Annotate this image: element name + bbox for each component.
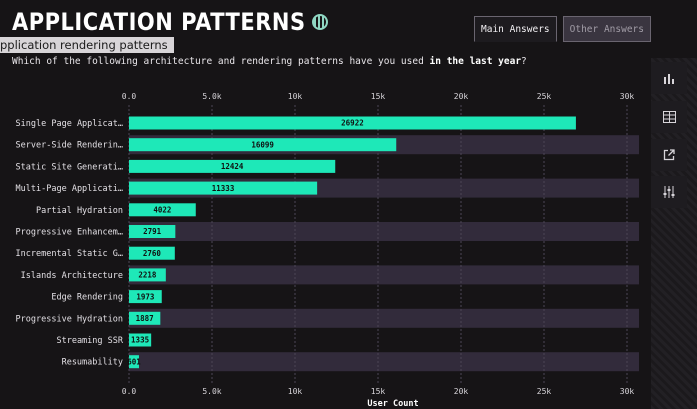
chart-toolbar	[651, 58, 697, 409]
x-tick-label-bottom: 10k	[288, 387, 303, 396]
bar[interactable]	[129, 333, 152, 347]
bar-value-label: 2760	[143, 249, 162, 258]
x-tick-label-top: 25k	[537, 92, 552, 101]
category-label: Progressive Enhancem…	[16, 228, 123, 238]
category-label: Single Page Applicat…	[16, 119, 123, 129]
bar[interactable]	[129, 311, 161, 325]
x-axis-title: User Count	[367, 399, 418, 409]
bar[interactable]	[129, 116, 576, 130]
question-suffix: ?	[521, 56, 527, 67]
sliders-icon	[663, 186, 675, 198]
bar-track	[129, 352, 639, 372]
export-button[interactable]	[651, 139, 687, 171]
bar-value-label: 26922	[341, 119, 364, 128]
bar[interactable]	[129, 290, 162, 304]
x-tick-label-top: 20k	[454, 92, 469, 101]
category-label: Multi-Page Applicati…	[16, 184, 123, 194]
category-label: Server-Side Renderin…	[16, 141, 123, 151]
bar-value-label: 12424	[221, 162, 244, 171]
table-icon	[662, 111, 676, 123]
bar-value-label: 1887	[136, 314, 154, 323]
x-tick-label-bottom: 15k	[371, 387, 386, 396]
bar-track	[129, 308, 639, 328]
bar-chart: 0.0 0.0 5.0k 5.0k 10k 10k 15k 15k 20k 20k 25k 25k 30…	[16, 92, 639, 409]
bar-track	[129, 222, 639, 241]
bar[interactable]	[129, 225, 176, 238]
category-label: Static Site Generati…	[16, 162, 123, 172]
x-tick-label-top: 5.0k	[202, 92, 221, 101]
external-link-icon	[663, 149, 675, 161]
bar[interactable]	[129, 246, 175, 260]
table-button[interactable]	[651, 101, 687, 133]
bar[interactable]	[129, 203, 196, 217]
target-icon	[311, 14, 328, 30]
bar-value-label: 1335	[131, 336, 149, 345]
x-tick-label-bottom: 0.0	[122, 387, 137, 396]
tab-main-answers[interactable]: Main Answers	[474, 16, 557, 42]
category-label: Progressive Hydration	[16, 314, 123, 324]
bar-value-label: 2218	[138, 271, 157, 280]
bar-value-label: 2791	[143, 227, 162, 236]
bar[interactable]	[129, 159, 336, 173]
question-emphasis: in the last year	[429, 56, 522, 67]
category-label: Incremental Static G…	[16, 249, 123, 259]
x-tick-label-bottom: 25k	[537, 387, 552, 396]
bar-value-label: 601	[127, 357, 141, 366]
tab-other-answers[interactable]: Other Answers	[562, 16, 651, 42]
category-label: Partial Hydration	[36, 206, 123, 216]
bar-value-label: 1973	[136, 292, 155, 301]
category-label: Edge Rendering	[51, 293, 123, 303]
bar[interactable]	[129, 181, 318, 195]
bar[interactable]	[129, 268, 166, 282]
x-tick-label-bottom: 5.0k	[202, 387, 221, 396]
bar-track	[129, 265, 639, 285]
bar[interactable]	[129, 138, 397, 152]
x-tick-label-bottom: 20k	[454, 387, 469, 396]
answer-tabs: Main Answers Other Answers	[474, 16, 651, 42]
bar-value-label: 4022	[153, 206, 171, 215]
header: APPLICATION PATTERNS	[12, 8, 328, 36]
x-tick-label-top: 15k	[371, 92, 386, 101]
page-title: APPLICATION PATTERNS	[12, 8, 306, 36]
bar-value-label: 16099	[251, 140, 274, 149]
bar-chart-button[interactable]	[651, 62, 687, 94]
tooltip: pplication rendering patterns	[0, 37, 174, 53]
bar-chart-icon	[664, 74, 674, 84]
x-tick-label-bottom: 30k	[620, 387, 635, 396]
question-prefix: Which of the following architecture and …	[12, 56, 430, 67]
bar[interactable]	[129, 355, 139, 369]
x-tick-label-top: 30k	[620, 92, 635, 101]
category-label: Resumability	[62, 358, 123, 368]
x-tick-label-top: 0.0	[122, 92, 137, 101]
bar-value-label: 11333	[212, 184, 235, 193]
x-tick-label-top: 10k	[288, 92, 303, 101]
question-text: Which of the following architecture and …	[12, 56, 527, 67]
category-label: Streaming SSR	[56, 336, 123, 346]
category-label: Islands Architecture	[21, 271, 123, 281]
filters-button[interactable]	[651, 176, 687, 208]
